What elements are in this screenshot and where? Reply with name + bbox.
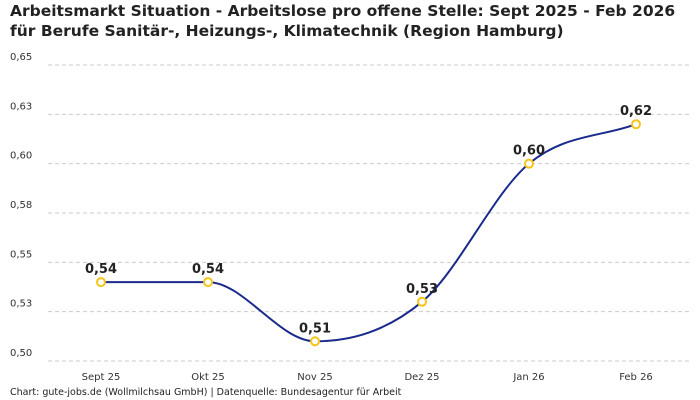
x-tick-label: Okt 25 [191,372,225,383]
y-tick-label: 0,58 [10,200,32,211]
x-tick-label: Dez 25 [404,372,439,383]
y-tick-label: 0,55 [10,249,32,260]
data-point [524,158,534,169]
chart-title: Arbeitsmarkt Situation - Arbeitslose pro… [10,2,676,40]
data-point [417,296,427,307]
data-label: 0,62 [620,104,652,119]
chart-footer: Chart: gute-jobs.de (Wollmilchsau GmbH) … [10,387,402,398]
data-label: 0,54 [192,262,224,277]
data-label: 0,60 [513,144,545,159]
data-point [96,277,106,288]
x-tick-label: Nov 25 [297,372,332,383]
data-point [310,336,320,347]
x-tick-label: Jan 26 [512,372,544,383]
series-line [101,123,637,343]
data-point [203,277,213,288]
data-label: 0,51 [299,321,331,336]
y-tick-label: 0,60 [10,151,32,162]
y-tick-label: 0,65 [10,52,32,63]
y-tick-label: 0,50 [10,348,32,359]
data-label: 0,54 [85,262,117,277]
x-tick-label: Sept 25 [82,372,121,383]
data-point [631,119,641,130]
data-label: 0,53 [406,282,438,297]
x-tick-label: Feb 26 [619,372,653,383]
y-tick-label: 0,63 [10,101,32,112]
y-tick-label: 0,53 [10,299,32,310]
